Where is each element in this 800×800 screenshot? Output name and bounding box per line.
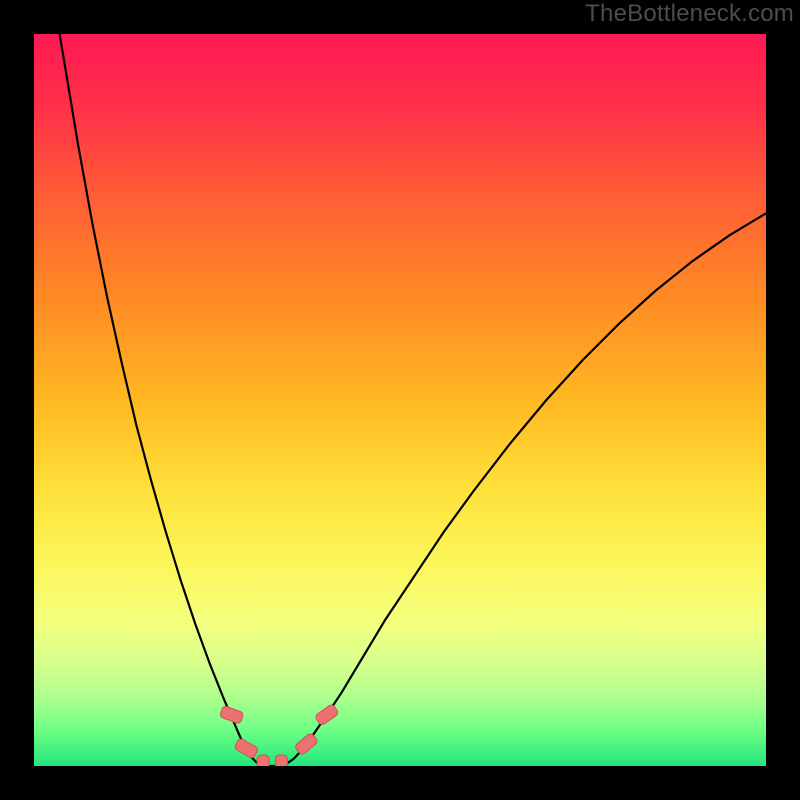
curve-marker xyxy=(257,755,269,766)
chart-frame: TheBottleneck.com xyxy=(0,0,800,800)
plot-background xyxy=(34,34,766,766)
curve-marker xyxy=(275,755,287,766)
plot-area xyxy=(34,34,766,766)
plot-svg xyxy=(34,34,766,766)
watermark-label: TheBottleneck.com xyxy=(585,0,794,28)
